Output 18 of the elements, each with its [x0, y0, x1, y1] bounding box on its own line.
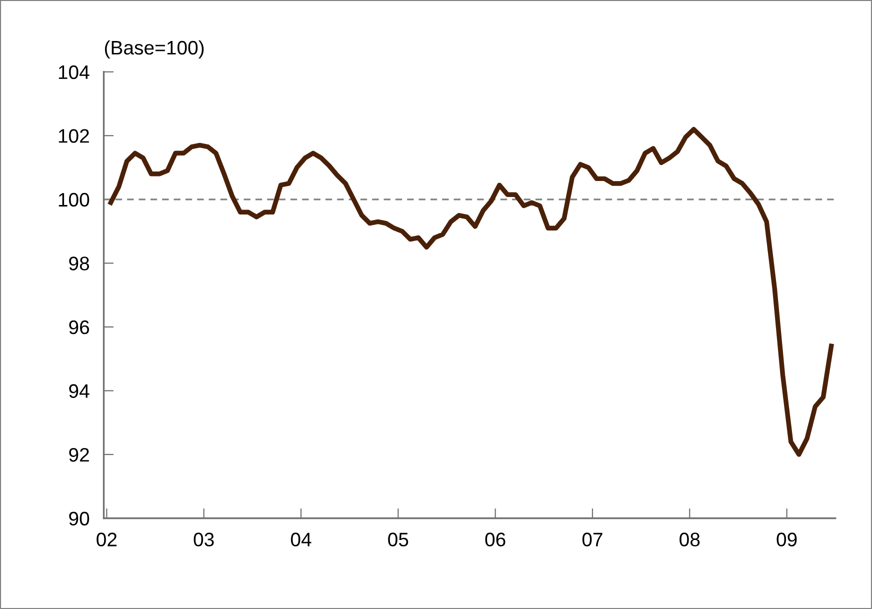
y-tick-label: 102 — [58, 129, 89, 143]
y-tick-label: 96 — [69, 320, 90, 334]
y-tick-label: 98 — [69, 256, 90, 270]
x-tick-label: 02 — [96, 532, 117, 546]
x-tick-label: 08 — [680, 532, 700, 546]
y-tick-label: 92 — [69, 448, 89, 462]
x-tick-label: 09 — [776, 532, 797, 546]
x-tick-label: 04 — [290, 532, 312, 546]
x-tick-label: 03 — [194, 532, 214, 546]
y-tick-label: 100 — [58, 192, 90, 207]
y-tick-label: 104 — [58, 65, 90, 80]
line-series — [108, 126, 834, 457]
y-tick-label: 90 — [69, 512, 90, 526]
x-tick-label: 05 — [388, 532, 408, 546]
x-tick-label: 06 — [485, 532, 506, 546]
y-tick-label: 94 — [69, 384, 90, 398]
y-axis-title: (Base=100) — [104, 40, 204, 58]
x-tick-label: 07 — [582, 532, 602, 546]
